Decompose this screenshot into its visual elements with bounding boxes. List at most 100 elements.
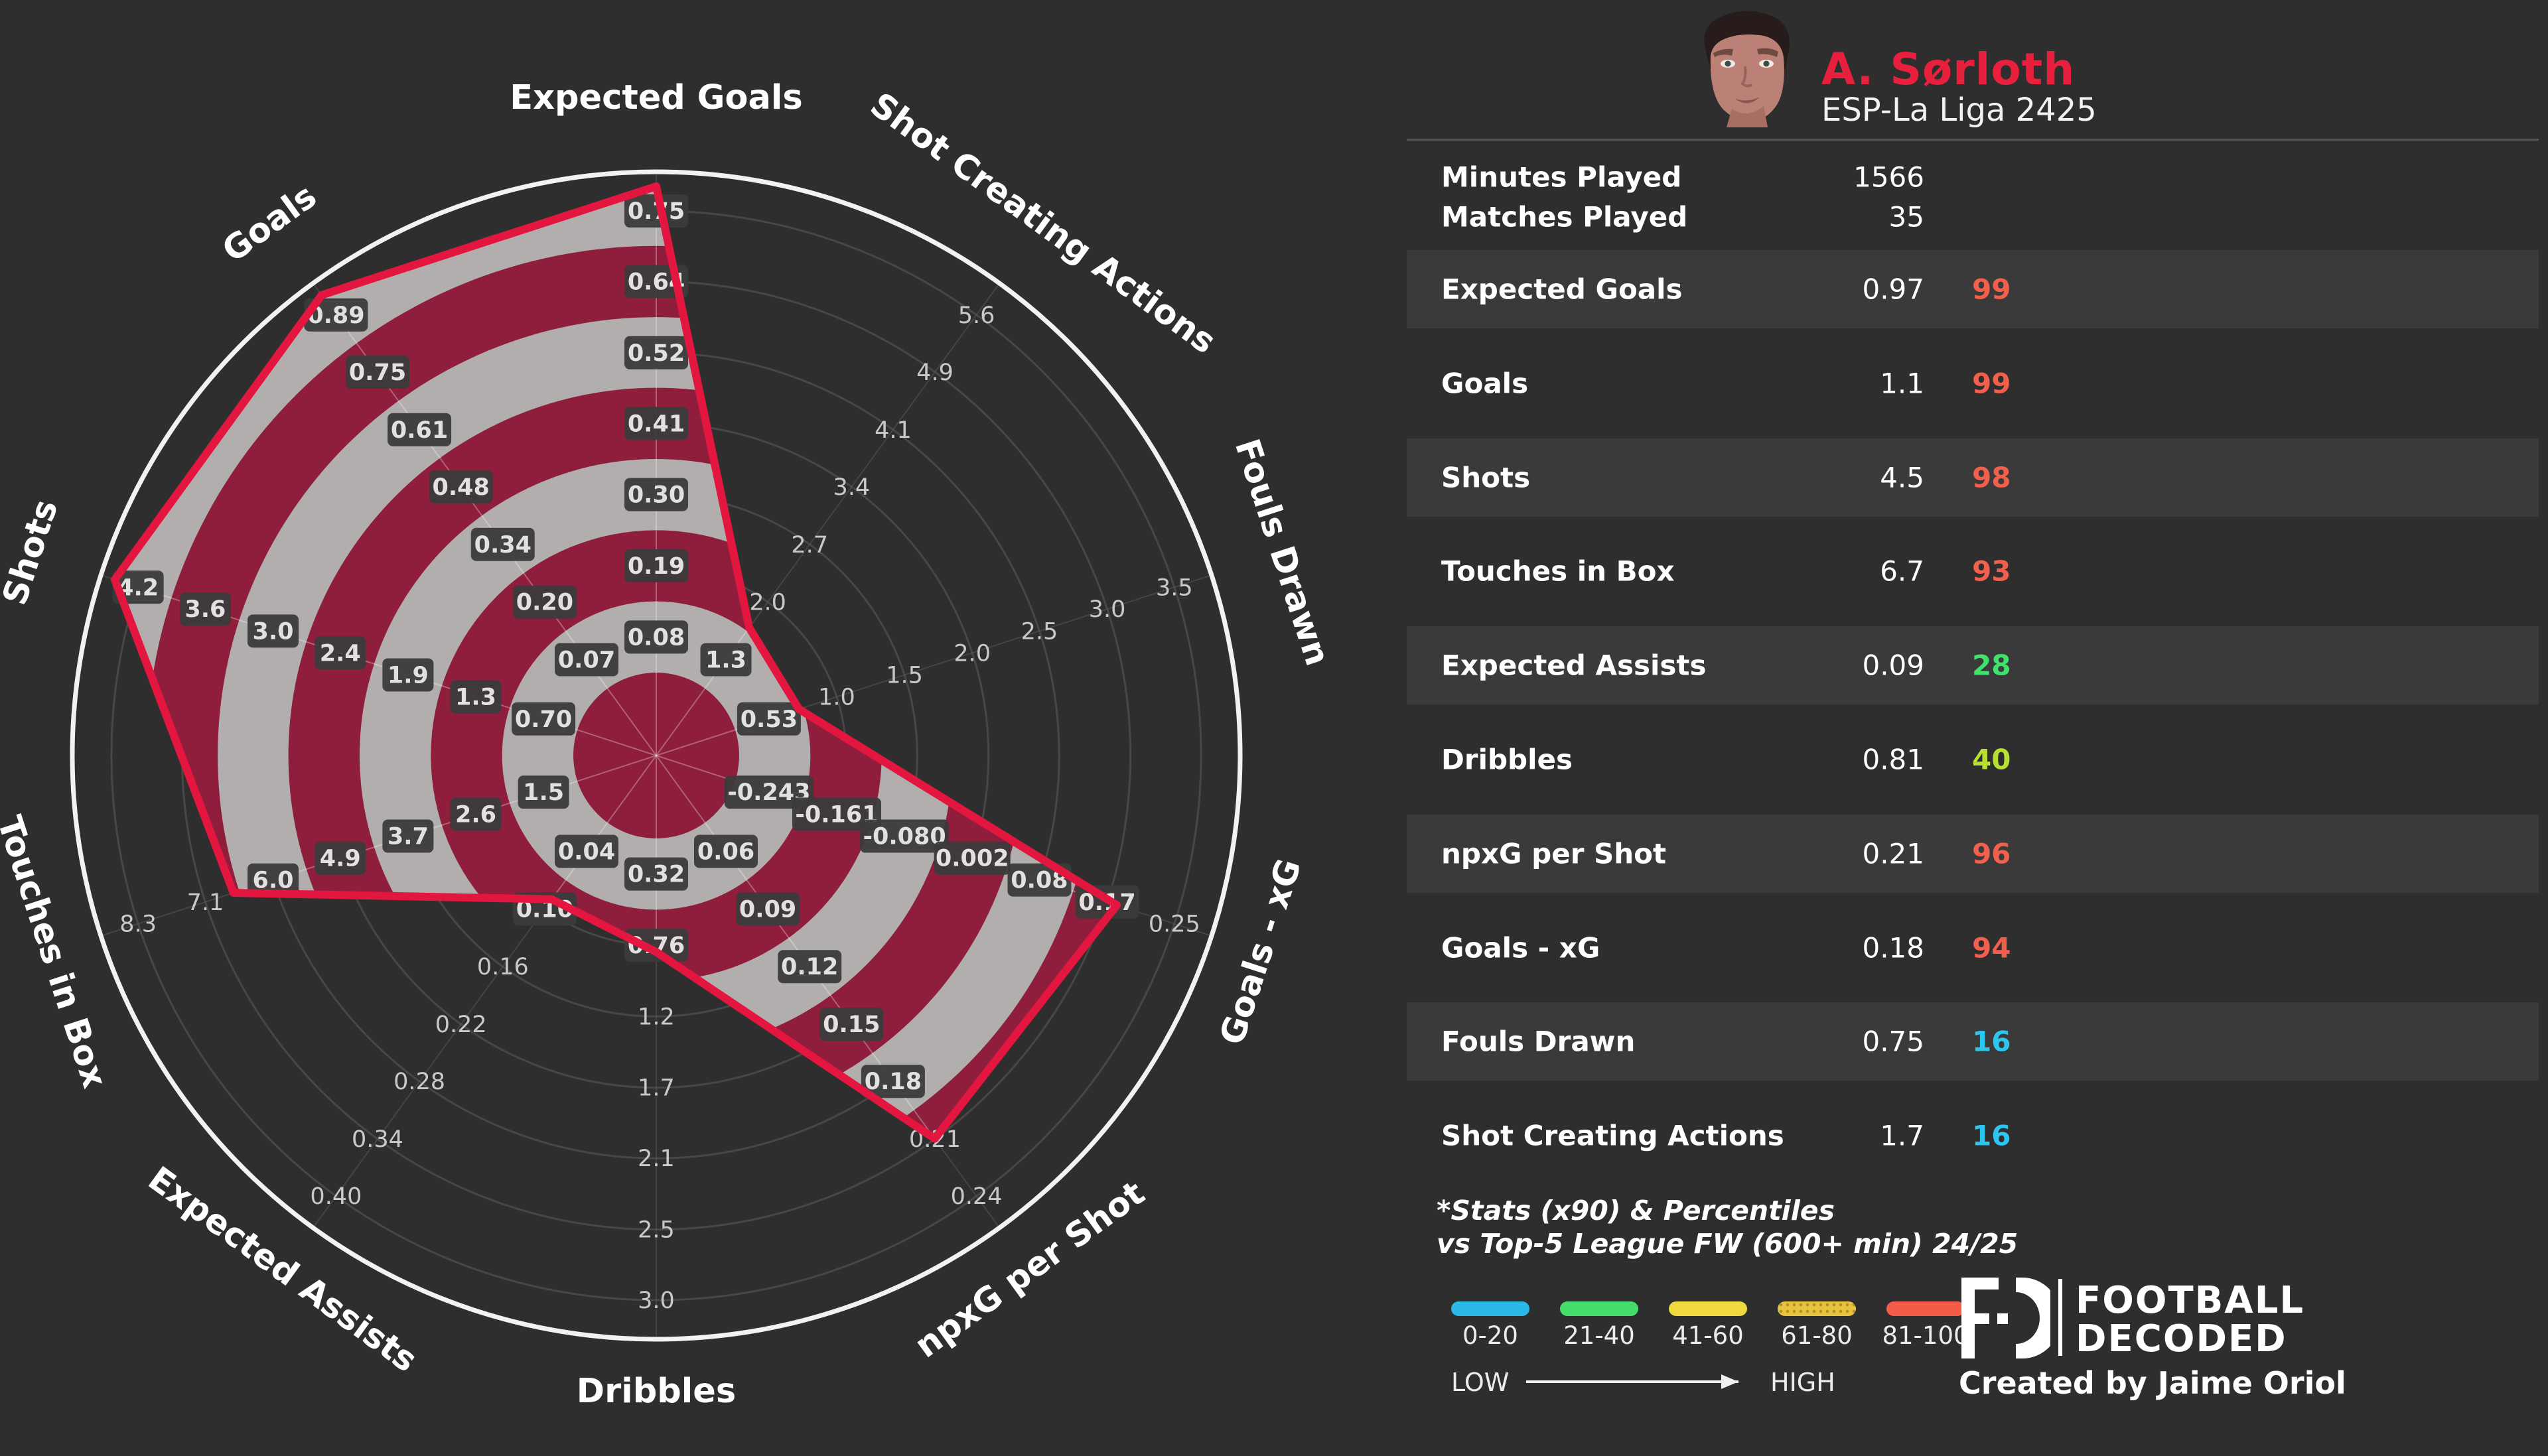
tick-label: 2.0 (749, 590, 786, 616)
tick-box (792, 797, 882, 831)
tick-box (724, 775, 814, 809)
stat-value: 4.5 (1880, 461, 1924, 494)
logo-separator (2058, 1279, 2062, 1356)
tick-label: 1.3 (705, 647, 746, 673)
tick-label: 3.6 (184, 596, 226, 623)
axis-title-goals: Goals (216, 176, 324, 270)
tick-box (624, 336, 688, 369)
tick-box (700, 643, 752, 677)
tick-box (382, 819, 434, 853)
tick-label: 2.5 (638, 1217, 675, 1244)
tick-box (388, 413, 452, 446)
stat-value: 0.75 (1862, 1025, 1924, 1058)
tick-box (248, 863, 299, 897)
tick-label: 0.12 (781, 954, 838, 980)
stat-percentile: 98 (1972, 461, 2011, 494)
tick-label: 0.002 (936, 846, 1009, 872)
legend-chip-label: 41-60 (1672, 1321, 1744, 1350)
tick-label: 2.0 (954, 640, 991, 667)
tick-label: 0.28 (393, 1069, 445, 1095)
stat-percentile: 16 (1972, 1025, 2011, 1058)
legend-chip-21-40 (1560, 1301, 1638, 1316)
stat-percentile: 94 (1972, 931, 2011, 964)
tick-box (429, 470, 493, 503)
tick-label: 0.19 (628, 553, 685, 580)
logo-text-football: FOOTBALL (2076, 1279, 2305, 1322)
legend-chip-41-60 (1669, 1301, 1747, 1316)
low-high-arrow-icon (1526, 1374, 1738, 1389)
stat-percentile: 99 (1972, 367, 2011, 400)
tick-label: 0.06 (697, 839, 754, 866)
stat-value: 0.21 (1862, 837, 1924, 870)
tick-box (304, 298, 368, 332)
stat-row-touches-in-box: Touches in Box 6.7 93 (1407, 532, 2539, 610)
tick-label: 1.0 (818, 685, 855, 711)
radar-chart: 0.08 0.19 0.30 0.41 0.52 0.64 0.75 1.3 2.0 2.7 3.4… (0, 78, 1337, 1411)
tick-box (512, 585, 577, 619)
tick-label: 1.2 (638, 1004, 675, 1030)
tick-box (624, 857, 688, 891)
tick-label: 1.7 (638, 1075, 675, 1102)
stat-row-dribbles: Dribbles 0.81 40 (1407, 720, 2539, 799)
matches-label: Matches Played (1441, 200, 1688, 233)
tick-box (345, 355, 409, 389)
player-polygon (111, 182, 1121, 1143)
tick-box (624, 549, 688, 582)
stat-value: 0.09 (1862, 649, 1924, 682)
tick-label: 0.32 (628, 862, 685, 888)
tick-label: 0.18 (865, 1069, 922, 1095)
stat-label: Touches in Box (1441, 555, 1675, 588)
legend-chip-61-80 (1778, 1301, 1856, 1316)
stat-value: 6.7 (1880, 555, 1924, 588)
tick-label: 2.4 (320, 640, 361, 667)
axis-title-expected-goals: Expected Goals (510, 78, 802, 117)
stat-row-goals: Goals 1.1 99 (1407, 344, 2539, 423)
tick-label: 1.5 (886, 662, 923, 689)
legend-high-label: HIGH (1770, 1368, 1835, 1397)
stat-value: 1.1 (1880, 367, 1924, 400)
tick-label: 0.09 (739, 896, 796, 923)
tick-label: 0.41 (628, 411, 685, 437)
tick-label: 0.15 (823, 1012, 880, 1038)
player-league: ESP-La Liga 2425 (1821, 92, 2097, 129)
tick-label: 0.07 (558, 647, 615, 673)
player-photo (1704, 11, 1790, 127)
axis-title-dribbles: Dribbles (577, 1372, 736, 1411)
tick-box (450, 680, 502, 714)
tick-label: 5.6 (958, 302, 995, 329)
info-row-matches: Matches Played 35 (1407, 190, 2539, 243)
tick-label: 0.70 (515, 706, 572, 733)
stat-percentile: 93 (1972, 555, 2011, 588)
axis-title-shots: Shots (0, 495, 66, 610)
credit-text: Created by Jaime Oriol (1959, 1365, 2346, 1401)
legend-low-label: LOW (1451, 1368, 1510, 1397)
tick-box (112, 570, 164, 604)
stat-label: Dribbles (1441, 743, 1573, 776)
player-name: A. Sørloth (1821, 44, 2076, 95)
tick-box (315, 636, 366, 670)
tick-box (860, 819, 950, 853)
tick-label: 0.48 (433, 474, 490, 501)
tick-label: 4.1 (875, 417, 912, 444)
stat-row-shots: Shots 4.5 98 (1407, 438, 2539, 517)
tick-label: 3.4 (833, 474, 870, 501)
tick-box (518, 775, 569, 809)
tick-box (315, 841, 366, 875)
tick-label: 0.52 (628, 340, 685, 367)
stat-percentile: 16 (1972, 1119, 2011, 1152)
tick-label: 4.9 (320, 846, 361, 872)
tick-box (934, 841, 1011, 875)
tick-label: 0.24 (951, 1183, 1003, 1210)
stat-row-npxg-per-shot: npxG per Shot 0.21 96 (1407, 814, 2539, 893)
tick-label: 0.75 (349, 360, 406, 386)
stat-label: Expected Assists (1441, 649, 1707, 682)
tick-label: 0.34 (352, 1126, 403, 1153)
tick-label: 0.61 (391, 417, 448, 444)
tick-label: 0.25 (1149, 911, 1200, 938)
tick-label: 0.16 (477, 954, 529, 980)
stat-percentile: 40 (1972, 743, 2011, 776)
tick-label: 0.08 (628, 624, 685, 651)
tick-box (470, 527, 535, 561)
tick-box (624, 194, 688, 228)
